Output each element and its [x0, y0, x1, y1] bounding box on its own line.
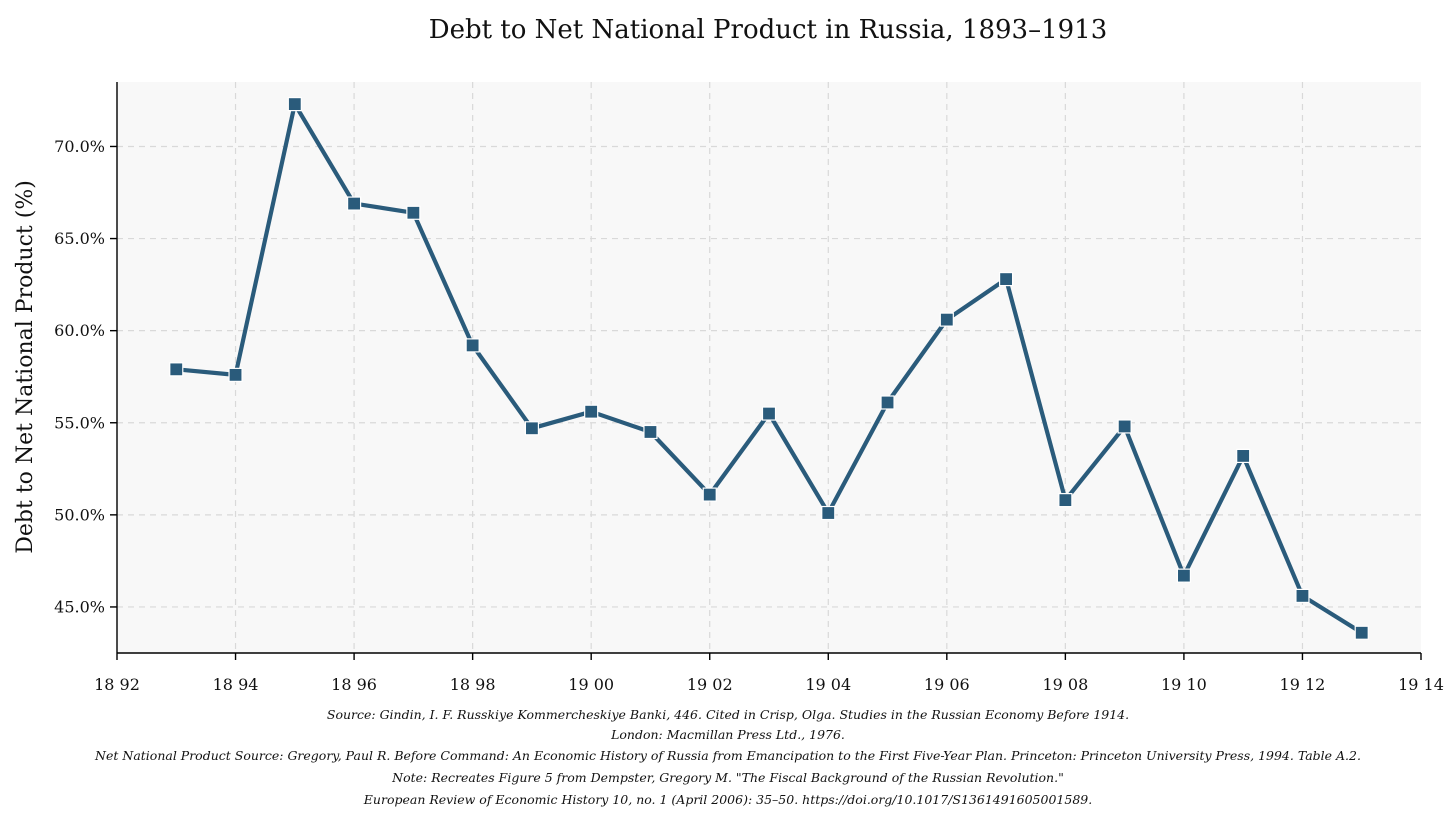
data-point-marker [1236, 448, 1251, 464]
data-point-marker [1117, 419, 1132, 434]
y-tick-label: 65.0% [54, 229, 105, 248]
x-tick-label: 19 02 [687, 675, 733, 694]
data-point-marker [1354, 625, 1369, 640]
x-tick-label: 19 14 [1398, 675, 1444, 694]
chart-title: Debt to Net National Product in Russia, … [429, 15, 1108, 45]
y-tick-label: 60.0% [54, 321, 105, 340]
x-tick-label: 18 92 [94, 675, 140, 694]
source-note-line: London: Macmillan Press Ltd., 1976. [610, 727, 845, 742]
data-point-marker [346, 196, 362, 211]
x-tick-label: 19 00 [568, 675, 614, 694]
data-point-marker [702, 487, 717, 502]
data-point-marker [287, 97, 302, 112]
source-note-line: Net National Product Source: Gregory, Pa… [94, 748, 1361, 763]
x-tick-label: 18 94 [213, 675, 259, 694]
data-point-marker [524, 421, 540, 436]
data-point-marker [880, 395, 895, 410]
source-note-line: Note: Recreates Figure 5 from Dempster, … [391, 770, 1064, 785]
y-axis-label: Debt to Net National Product (%) [13, 180, 38, 554]
data-point-marker [169, 362, 184, 377]
data-point-marker [1176, 568, 1192, 583]
y-tick-label: 70.0% [54, 137, 105, 156]
data-point-marker [939, 312, 954, 327]
x-tick-label: 18 98 [450, 675, 496, 694]
data-point-marker [821, 505, 836, 521]
x-tick-label: 18 96 [331, 675, 377, 694]
y-tick-label: 50.0% [54, 505, 105, 524]
y-tick-label: 45.0% [54, 597, 105, 616]
x-tick-label: 19 12 [1280, 675, 1326, 694]
x-tick-label: 19 04 [805, 675, 851, 694]
data-point-marker [465, 338, 480, 353]
x-tick-label: 19 10 [1161, 675, 1207, 694]
y-tick-label: 55.0% [54, 413, 105, 432]
data-point-marker [643, 424, 658, 440]
data-point-marker [584, 404, 599, 419]
data-point-marker [761, 406, 777, 421]
data-point-marker [228, 367, 243, 382]
data-point-marker [406, 205, 421, 220]
plot-background [117, 82, 1421, 653]
x-tick-label: 19 08 [1042, 675, 1088, 694]
source-note-line: Source: Gindin, I. F. Russkiye Kommerche… [327, 707, 1129, 722]
source-note-line: European Review of Economic History 10, … [363, 792, 1092, 807]
x-tick-label: 19 06 [924, 675, 970, 694]
data-point-marker [998, 271, 1014, 287]
data-point-marker [1058, 493, 1073, 508]
data-point-marker [1295, 588, 1310, 604]
